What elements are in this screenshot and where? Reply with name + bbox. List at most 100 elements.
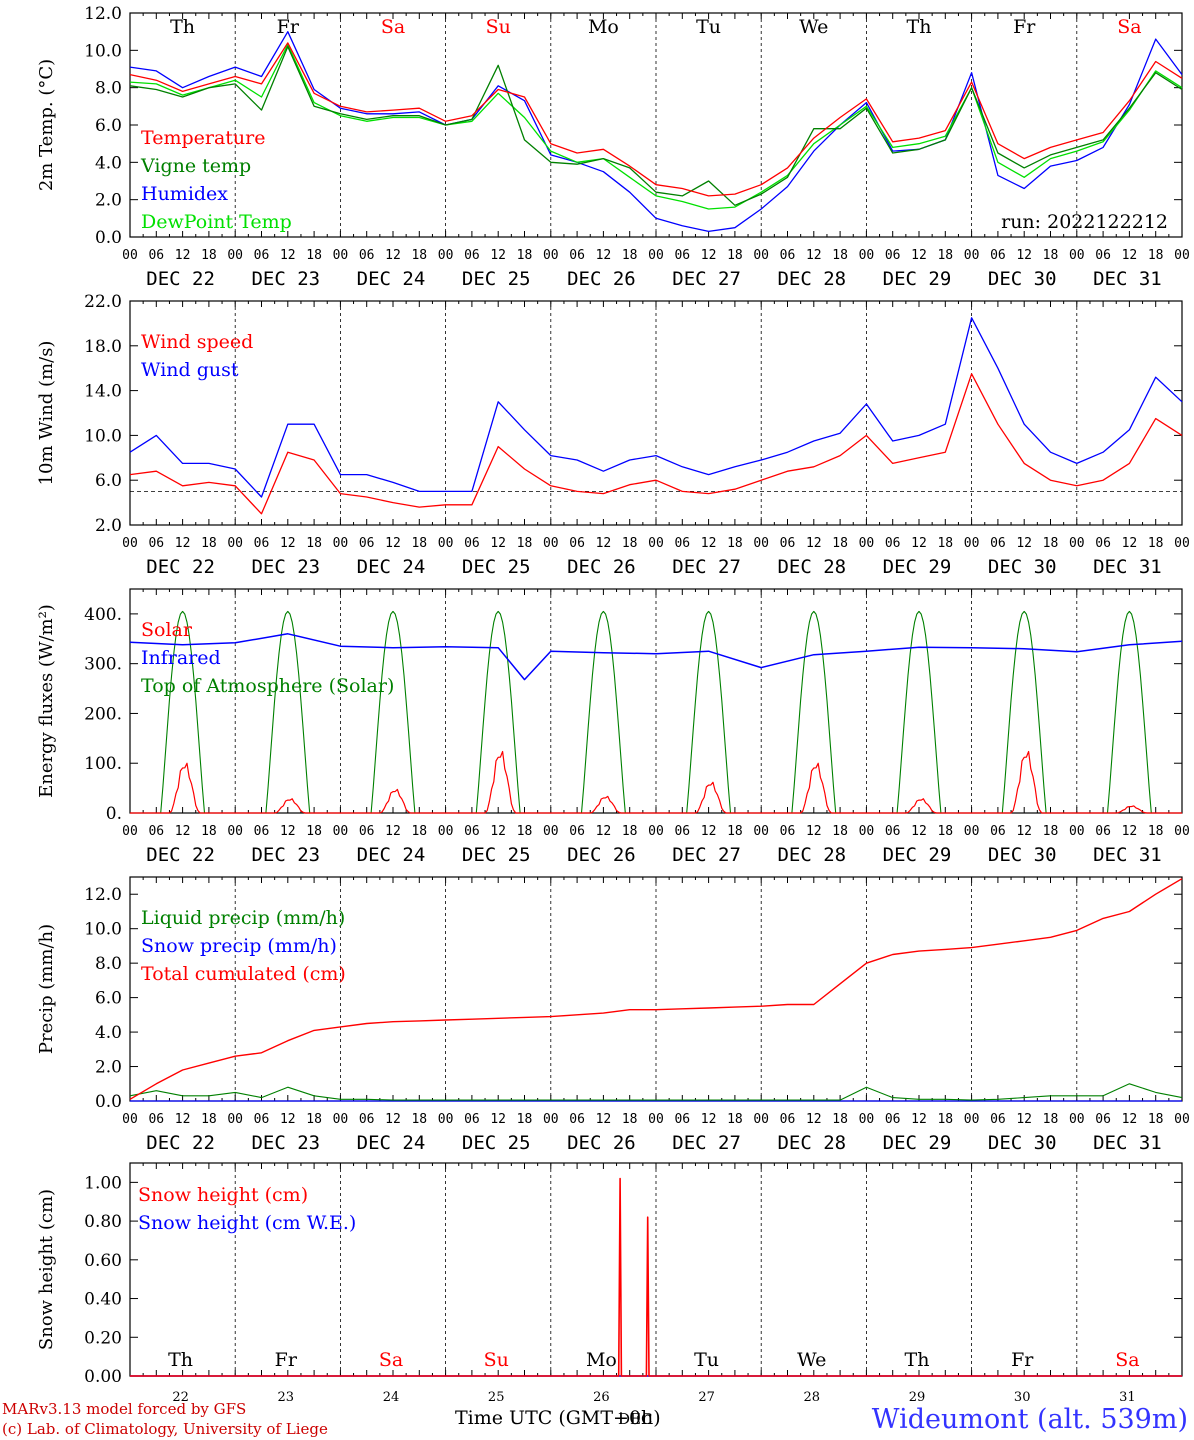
hour-label: 12 <box>385 1112 401 1127</box>
hour-label: 12 <box>701 1112 717 1127</box>
series-wind-gust-line <box>129 317 1183 498</box>
y-tick-label: 0.40 <box>84 1290 122 1310</box>
hour-label: 12 <box>911 536 927 551</box>
hour-label: 18 <box>832 1112 848 1127</box>
hour-label: 18 <box>411 824 427 839</box>
hour-label: 00 <box>227 1112 243 1127</box>
y-tick-label: 8.0 <box>95 954 122 974</box>
hour-label: 00 <box>753 536 769 551</box>
hour-label: 12 <box>596 536 612 551</box>
date-label: DEC 29 <box>883 268 952 290</box>
hour-label: 06 <box>464 1112 480 1127</box>
panel-5: 0.00 0.20 0.40 0.60 0.80 1.00 Snow height (cm)… <box>36 1162 1183 1405</box>
hour-label: 12 <box>175 824 191 839</box>
y-tick-label: 0.20 <box>84 1328 122 1348</box>
hour-label: 06 <box>1095 824 1111 839</box>
hour-label: 00 <box>859 536 875 551</box>
y-tick-label: 10.0 <box>84 41 122 61</box>
y-axis-label: Precip (mm/h) <box>36 924 57 1054</box>
weekday-label: Sa <box>381 16 405 38</box>
x-axis-label: Time UTC (GMT+0h) <box>455 1407 661 1429</box>
legend-entry: Snow height (cm W.E.) <box>138 1212 356 1234</box>
series-snow-height-line <box>130 1177 1182 1377</box>
hour-label: 06 <box>885 824 901 839</box>
y-axis-label: 2m Temp. (°C) <box>36 59 57 191</box>
hour-label: 18 <box>517 824 533 839</box>
series-liquid-precip-line <box>129 1083 1183 1101</box>
hour-label: 06 <box>254 824 270 839</box>
x-axis-label-overlay: DEC <box>618 1410 652 1428</box>
date-label: DEC 27 <box>672 844 741 866</box>
hour-label: 18 <box>727 248 743 263</box>
date-label: DEC 26 <box>567 268 636 290</box>
weekday-label: Su <box>486 16 511 38</box>
hour-label: 12 <box>490 824 506 839</box>
date-label: DEC 22 <box>146 268 215 290</box>
hour-label: 18 <box>832 824 848 839</box>
hour-label: 12 <box>1122 824 1138 839</box>
hour-label: 12 <box>701 536 717 551</box>
hour-label: 00 <box>1069 824 1085 839</box>
legend-entry: Total cumulated (cm) <box>141 963 346 985</box>
hour-label: 12 <box>1122 1112 1138 1127</box>
hour-label: 06 <box>359 824 375 839</box>
weekday-label: We <box>797 1349 826 1371</box>
day-number-label: 27 <box>698 1390 715 1405</box>
hour-label: 06 <box>464 824 480 839</box>
hour-label: 00 <box>227 536 243 551</box>
hour-label: 12 <box>806 536 822 551</box>
hour-label: 00 <box>438 248 454 263</box>
hour-label: 06 <box>569 824 585 839</box>
hour-label: 00 <box>964 824 980 839</box>
hour-label: 00 <box>859 1112 875 1127</box>
hour-label: 06 <box>780 248 796 263</box>
hour-label: 12 <box>175 1112 191 1127</box>
hour-label: 12 <box>596 248 612 263</box>
hour-label: 12 <box>490 1112 506 1127</box>
hour-label: 18 <box>517 1112 533 1127</box>
date-label: DEC 28 <box>777 268 846 290</box>
series-temperature-line <box>129 42 1183 197</box>
date-label: DEC 31 <box>1093 1132 1162 1154</box>
date-label: DEC 31 <box>1093 844 1162 866</box>
panel-2: 2.0 6.0 10.0 14.0 18.0 22.0 10m Wind (m/s) 00 06… <box>36 292 1190 578</box>
y-tick-label: 0.0 <box>95 1092 122 1112</box>
day-number-label: 23 <box>278 1390 295 1405</box>
panel-1: 0.0 2.0 4.0 6.0 8.0 10.0 12.0 2m Temp. (°C) 00 06… <box>36 4 1190 290</box>
day-number-label: 22 <box>172 1390 189 1405</box>
y-tick-label: 0.00 <box>84 1367 122 1387</box>
hour-label: 00 <box>753 1112 769 1127</box>
weekday-label: Tu <box>694 1349 719 1371</box>
weekday-label: We <box>799 16 828 38</box>
hour-label: 00 <box>122 1112 138 1127</box>
date-label: DEC 30 <box>988 844 1057 866</box>
date-label: DEC 27 <box>672 268 741 290</box>
hour-label: 00 <box>122 824 138 839</box>
hour-label: 06 <box>990 536 1006 551</box>
hour-label: 12 <box>596 824 612 839</box>
hour-label: 06 <box>990 824 1006 839</box>
hour-label: 00 <box>648 1112 664 1127</box>
weekday-label: Fr <box>275 1349 298 1371</box>
day-number-label: 29 <box>909 1390 926 1405</box>
y-tick-label: 18.0 <box>84 337 122 357</box>
legend-entry: Solar <box>141 619 193 641</box>
hour-label: 00 <box>227 248 243 263</box>
hour-label: 18 <box>727 1112 743 1127</box>
series-wind-speed-line <box>129 373 1183 515</box>
weekday-label: Mo <box>588 16 619 38</box>
hour-label: 00 <box>859 824 875 839</box>
hour-label: 18 <box>1043 824 1059 839</box>
hour-label: 06 <box>674 824 690 839</box>
hour-label: 12 <box>806 824 822 839</box>
hour-label: 00 <box>1069 248 1085 263</box>
hour-label: 12 <box>175 536 191 551</box>
hour-label: 06 <box>148 1112 164 1127</box>
hour-label: 18 <box>937 1112 953 1127</box>
legend-entry: Wind speed <box>141 331 253 353</box>
legend-entry: Snow precip (mm/h) <box>141 935 337 957</box>
hour-label: 00 <box>753 248 769 263</box>
series-solar-line <box>130 750 1182 814</box>
y-tick-label: 400. <box>84 605 122 625</box>
